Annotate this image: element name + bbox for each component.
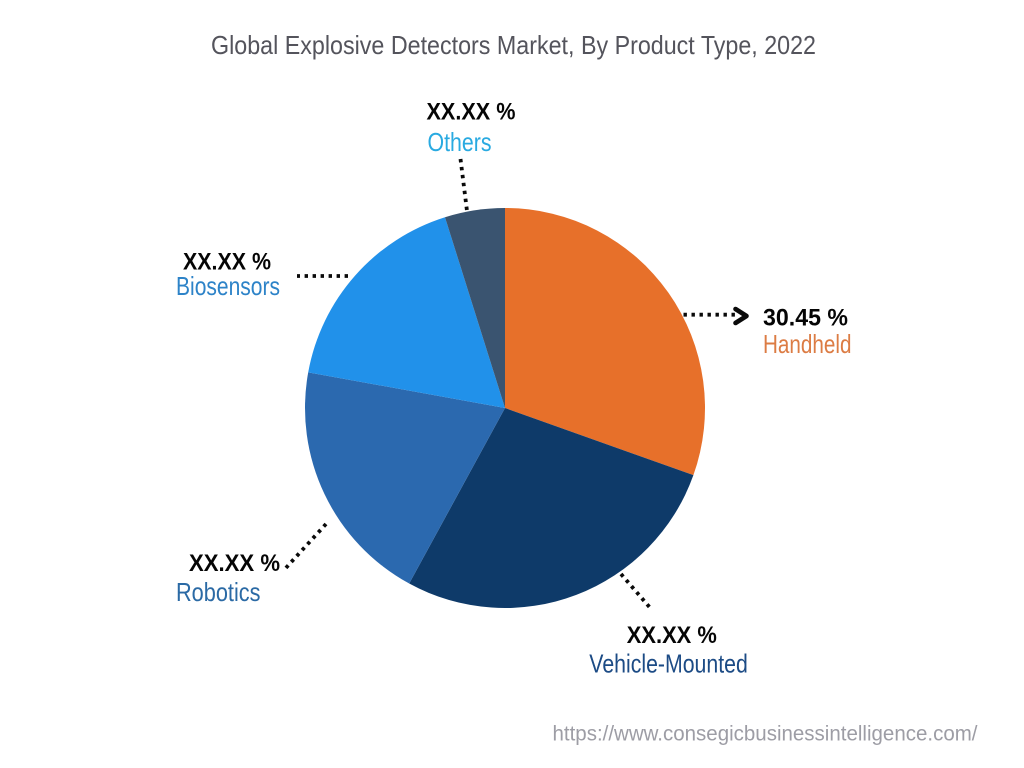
svg-text:XX.XX %: XX.XX % — [427, 99, 516, 126]
svg-text:30.45 %: 30.45 % — [763, 305, 848, 332]
svg-text:Biosensors: Biosensors — [176, 271, 280, 301]
svg-text:Others: Others — [428, 127, 492, 157]
svg-text:XX.XX %: XX.XX % — [189, 550, 280, 577]
svg-text:Robotics: Robotics — [176, 577, 261, 607]
svg-text:XX.XX %: XX.XX % — [183, 249, 271, 276]
svg-text:https://www.consegicbusinessin: https://www.consegicbusinessintelligence… — [553, 723, 978, 746]
svg-text:Global Explosive Detectors Mar: Global Explosive Detectors Market, By Pr… — [211, 30, 816, 60]
svg-text:XX.XX %: XX.XX % — [627, 622, 717, 649]
svg-text:Vehicle-Mounted: Vehicle-Mounted — [589, 649, 748, 679]
svg-text:Handheld: Handheld — [763, 329, 852, 359]
